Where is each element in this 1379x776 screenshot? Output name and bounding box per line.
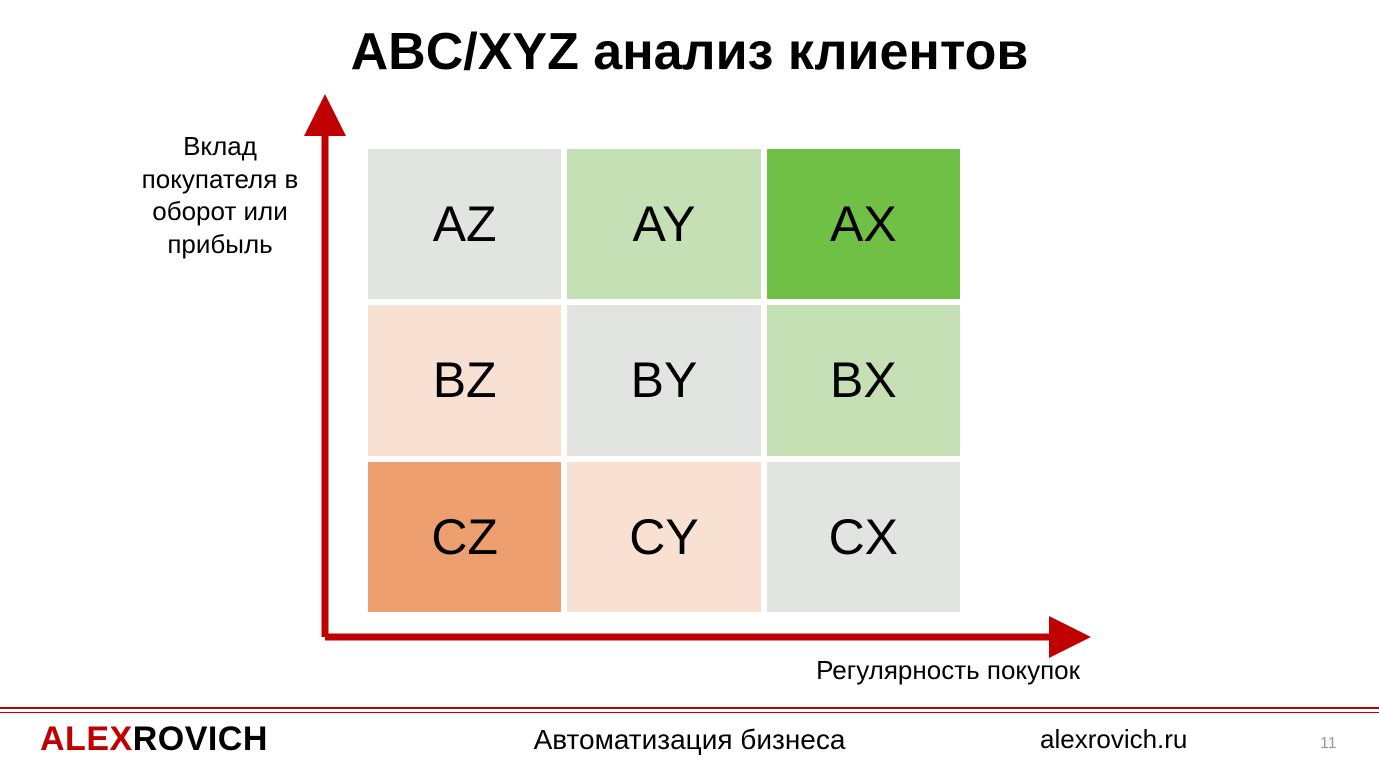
matrix-cell-label: CZ — [431, 508, 498, 566]
matrix-cell-label: AX — [830, 195, 897, 253]
matrix-cell-ay: AY — [564, 146, 763, 302]
matrix-cell-label: BZ — [433, 351, 497, 409]
y-axis-label-line: покупателя в — [120, 163, 320, 196]
footer-line-1 — [0, 707, 1379, 709]
matrix-cell-by: BY — [564, 302, 763, 458]
matrix-cell-bx: BX — [764, 302, 963, 458]
abc-xyz-matrix: AZ AY AX BZ BY BX CZ CY CX — [365, 146, 963, 615]
matrix-cell-label: BX — [830, 351, 897, 409]
footer-url: alexrovich.ru — [1040, 724, 1187, 755]
matrix-cell-bz: BZ — [365, 302, 564, 458]
y-axis-label-line: прибыль — [120, 228, 320, 261]
slide-title: ABC/XYZ анализ клиентов — [0, 22, 1379, 82]
matrix-cell-cz: CZ — [365, 459, 564, 615]
slide: ABC/XYZ анализ клиентов Вкладпокупателя … — [0, 0, 1379, 776]
matrix-cell-label: CY — [629, 508, 698, 566]
matrix-cell-cy: CY — [564, 459, 763, 615]
matrix-cell-label: AZ — [433, 195, 497, 253]
footer-line-2 — [0, 712, 1379, 713]
matrix-cell-cx: CX — [764, 459, 963, 615]
matrix-cell-az: AZ — [365, 146, 564, 302]
x-axis-label: Регулярность покупок — [760, 655, 1080, 686]
matrix-cell-label: BY — [631, 351, 698, 409]
y-axis-label-line: оборот или — [120, 195, 320, 228]
matrix-cell-label: AY — [632, 195, 695, 253]
matrix-cell-ax: AX — [764, 146, 963, 302]
page-number: 11 — [1320, 735, 1337, 753]
matrix-cell-label: CX — [829, 508, 898, 566]
y-axis-label: Вкладпокупателя воборот илиприбыль — [120, 130, 320, 260]
y-axis-label-line: Вклад — [120, 130, 320, 163]
